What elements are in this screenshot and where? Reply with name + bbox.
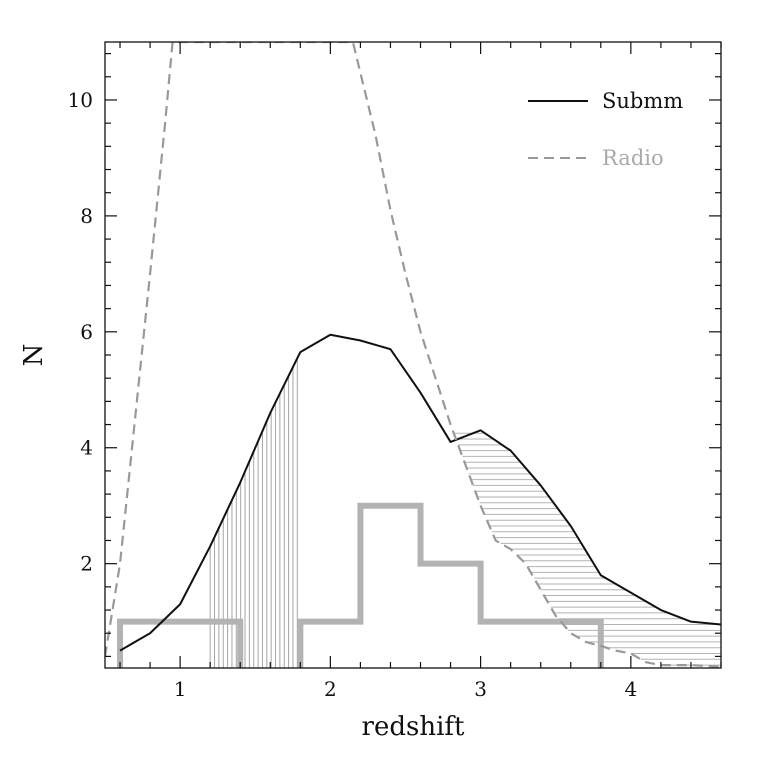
hatched-regions: [209, 358, 721, 668]
y-tick-label: 4: [80, 436, 93, 460]
x-tick-label: 4: [624, 677, 637, 701]
x-tick-label: 2: [324, 677, 337, 701]
x-tick-label: 3: [474, 677, 487, 701]
series-line-submm: [119, 333, 721, 652]
x-tick-label: 1: [174, 677, 187, 701]
plot-frame: [104, 41, 722, 669]
histogram-step: [117, 618, 244, 668]
y-tick-label: 2: [80, 552, 93, 576]
y-axis-label: N: [19, 344, 49, 367]
legend: Submm Radio: [528, 89, 683, 170]
y-tick-label: 8: [80, 204, 93, 228]
series-line-radio: [105, 42, 721, 668]
series-lines: [105, 42, 721, 668]
legend-label-submm: Submm: [602, 89, 683, 113]
axis-tick-labels: 1 2 3 4 2 4 6 8 10: [68, 88, 638, 701]
y-tick-label: 10: [68, 88, 93, 112]
histogram-step: [297, 502, 604, 668]
x-axis-label: redshift: [362, 712, 465, 742]
y-tick-label: 6: [80, 320, 93, 344]
axis-ticks: [105, 42, 722, 668]
legend-label-radio: Radio: [602, 146, 664, 170]
histogram: [117, 502, 604, 668]
